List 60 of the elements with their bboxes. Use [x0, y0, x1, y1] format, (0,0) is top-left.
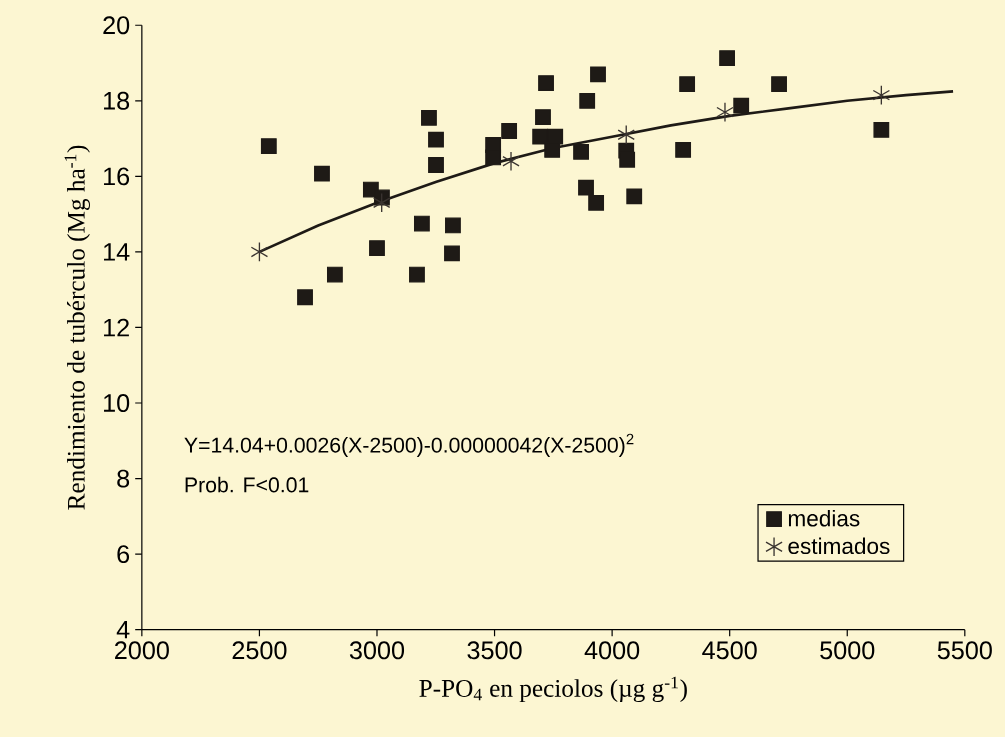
x-tick-label: 2000 [115, 641, 169, 660]
annotation: Prob. F<0.01 [185, 476, 309, 493]
point [409, 266, 425, 283]
point [369, 240, 385, 256]
point [413, 215, 430, 232]
point [578, 179, 594, 196]
y-tick-label: 18 [104, 91, 130, 110]
x-tick-label: 2500 [232, 641, 287, 660]
point [579, 92, 596, 109]
x-tick-label: 3000 [349, 641, 405, 660]
point [445, 217, 461, 234]
y-tick-label: 10 [104, 393, 130, 412]
point [428, 156, 444, 173]
legend-label: estimados [788, 537, 890, 554]
point [619, 151, 636, 168]
x-tick-label: 3500 [467, 641, 522, 660]
point [626, 188, 643, 205]
point [326, 266, 343, 283]
point [771, 76, 787, 92]
point [535, 108, 551, 125]
point [428, 131, 444, 148]
y-tick-label: 12 [104, 318, 129, 337]
annotation: Y=14.04+0.0026(X-2500)-0.00000042(X-2500)$^{2}$ [184, 433, 634, 457]
legend-label: medias [788, 509, 860, 527]
point [872, 85, 891, 105]
x-tick-label: 4500 [702, 641, 757, 660]
point [421, 109, 437, 126]
point [675, 141, 692, 158]
point [297, 289, 313, 305]
point [733, 97, 750, 114]
x-tick-label: 5000 [820, 641, 875, 660]
y-tick-label: 4 [116, 620, 130, 639]
y-tick-label: 16 [104, 167, 130, 186]
point [314, 165, 330, 182]
point [573, 143, 589, 160]
x-axis-title: P-PO$_{4}$ en peciolos (µg g$^{-1}$) [419, 676, 687, 702]
point [532, 128, 549, 145]
point [538, 74, 554, 91]
point [444, 245, 460, 262]
point [617, 124, 635, 145]
x-tick-label: 5500 [937, 641, 992, 660]
y-tick-label: 8 [117, 469, 130, 488]
y-tick-label: 6 [117, 545, 130, 563]
point [716, 102, 734, 122]
point [260, 138, 277, 154]
point [485, 149, 502, 166]
y-axis-title: Rendimiento de tubérculo (Mg ha$^{-1}$) [64, 145, 90, 510]
point [588, 194, 605, 211]
point [590, 66, 606, 83]
x-tick-label: 4000 [584, 641, 640, 660]
point [250, 241, 269, 262]
point [873, 121, 890, 138]
y-tick-label: 14 [104, 243, 130, 261]
point [372, 192, 391, 213]
point [679, 76, 696, 92]
point [502, 151, 520, 172]
y-tick-label: 20 [103, 16, 130, 35]
point [501, 122, 518, 139]
line-series [258, 89, 955, 254]
point [719, 50, 736, 66]
